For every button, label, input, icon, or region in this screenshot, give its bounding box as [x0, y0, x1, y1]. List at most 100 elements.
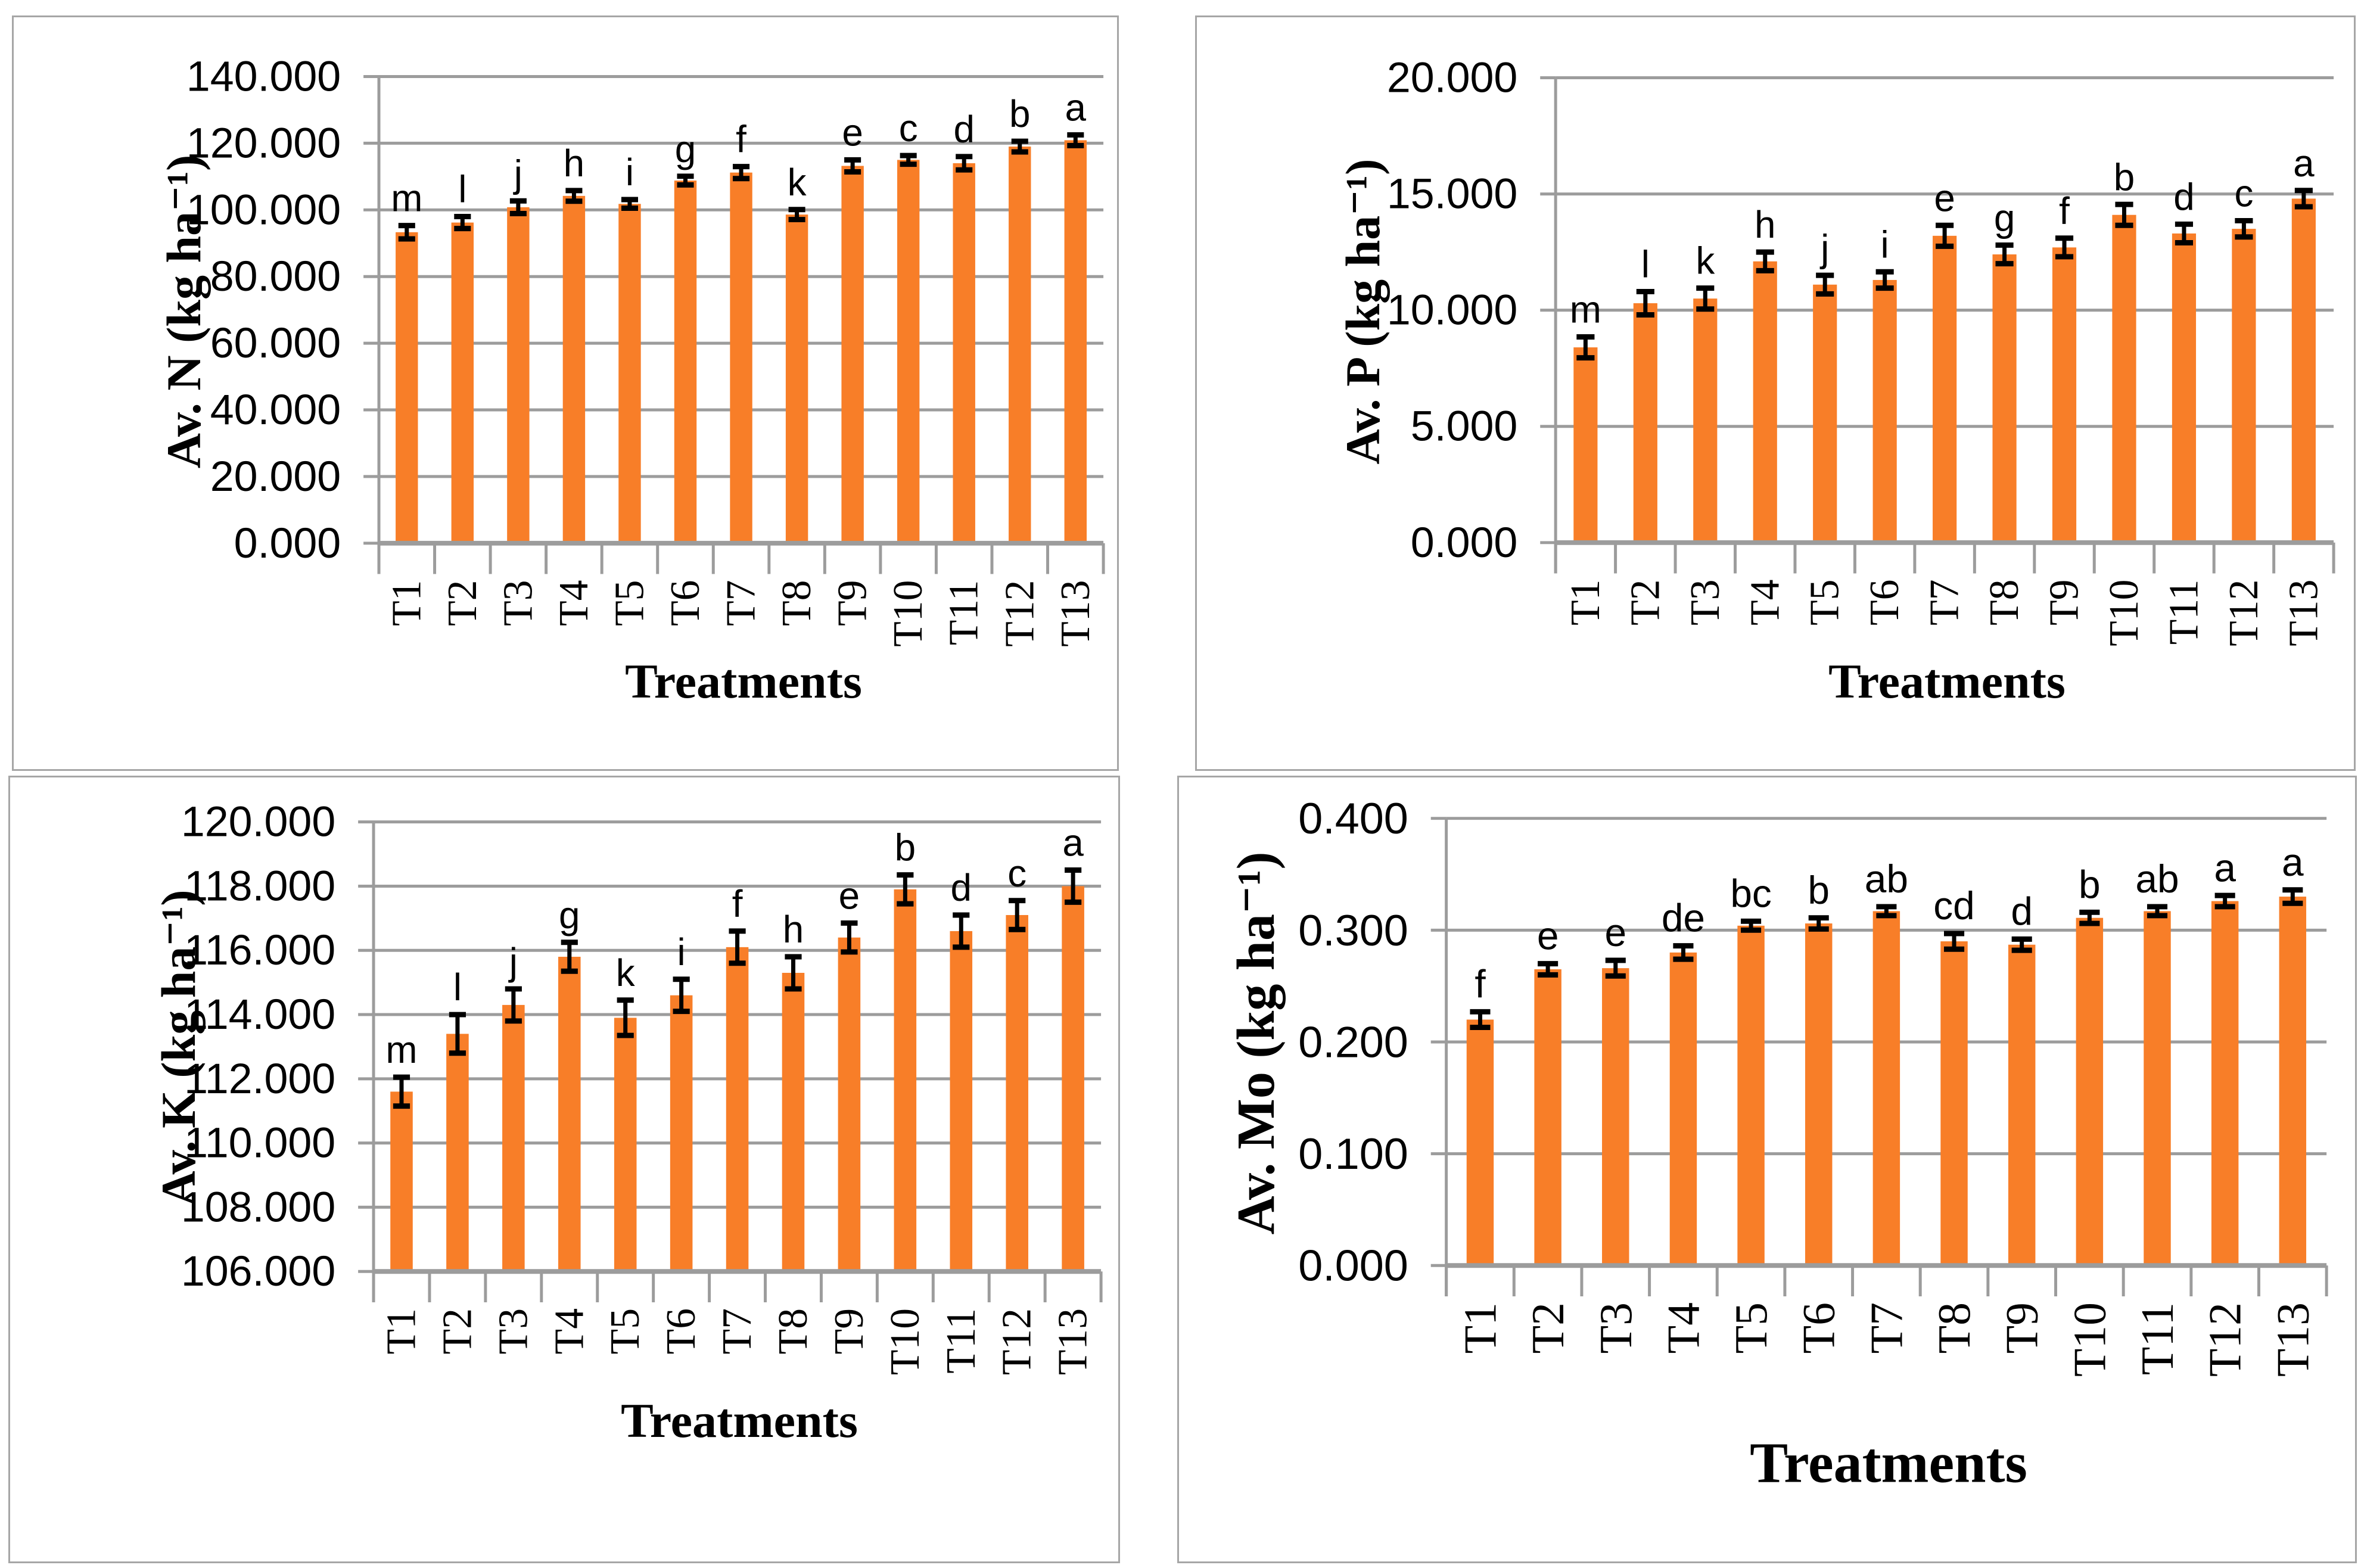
- x-tick-label: T13: [1053, 580, 1099, 647]
- y-tick-label: 20.000: [210, 453, 341, 500]
- bar-T7: [726, 947, 749, 1272]
- bar-T10: [894, 889, 917, 1272]
- sig-letter: de: [1662, 896, 1705, 940]
- bar-T6: [674, 181, 697, 543]
- bar-T13: [2279, 897, 2307, 1266]
- bar-T7: [730, 172, 752, 543]
- sig-letter: e: [1537, 914, 1559, 958]
- bar-T11: [953, 163, 975, 543]
- y-tick-label: 80.000: [210, 253, 341, 300]
- y-axis-title: Av. Mo (kg ha⁻¹): [1227, 851, 1286, 1235]
- x-tick-label: T7: [1861, 1302, 1912, 1354]
- sig-letter: b: [895, 826, 916, 869]
- x-tick-label: T11: [941, 580, 987, 646]
- y-tick-label: 120.000: [181, 798, 335, 846]
- x-tick-label: T13: [1050, 1308, 1096, 1375]
- bar-T11: [950, 931, 973, 1272]
- x-tick-label: T4: [551, 580, 597, 626]
- bar-T1: [1573, 347, 1598, 543]
- bar-T8: [785, 214, 808, 543]
- x-tick-label: T11: [938, 1308, 984, 1374]
- sig-letter: j: [508, 940, 518, 983]
- bar-T1: [1466, 1019, 1494, 1266]
- sig-letter: e: [1604, 910, 1626, 954]
- bar-T13: [2291, 198, 2316, 543]
- bar-T3: [507, 207, 530, 543]
- bar-T8: [782, 972, 805, 1272]
- x-tick-label: T4: [546, 1308, 592, 1354]
- x-tick-label: T13: [2267, 1302, 2318, 1377]
- bar-T7: [1933, 235, 1957, 543]
- bar-T9: [838, 937, 861, 1272]
- x-tick-label: T2: [434, 1308, 480, 1354]
- x-tick-label: T5: [602, 1308, 648, 1354]
- sig-letter: a: [2282, 840, 2304, 884]
- sig-letter: c: [2234, 172, 2253, 215]
- bar-T6: [670, 995, 693, 1272]
- x-tick-label: T7: [714, 1308, 760, 1354]
- bar-T9: [2008, 944, 2036, 1266]
- x-tick-label: T11: [2132, 1302, 2183, 1375]
- sig-letter: h: [564, 142, 584, 185]
- sig-letter: g: [559, 894, 580, 937]
- sig-letter: i: [1881, 223, 1889, 266]
- y-tick-label: 100.000: [186, 186, 341, 234]
- x-tick-label: T10: [882, 1308, 928, 1375]
- sig-letter: f: [1475, 962, 1486, 1006]
- x-tick-label: T3: [495, 580, 541, 626]
- bar-T10: [2076, 917, 2104, 1266]
- y-tick-label: 0.300: [1298, 906, 1408, 955]
- bar-T5: [1813, 284, 1837, 543]
- bar-T12: [1009, 147, 1031, 543]
- sig-letter: a: [1062, 822, 1084, 864]
- bar-T4: [562, 195, 586, 543]
- x-tick-label: T6: [662, 580, 708, 626]
- bar-T12: [2211, 901, 2239, 1266]
- sig-letter: f: [2059, 189, 2070, 232]
- x-tick-label: T12: [994, 1308, 1040, 1375]
- y-tick-label: 10.000: [1387, 287, 1517, 334]
- y-tick-label: 40.000: [210, 386, 341, 434]
- x-tick-label: T10: [2101, 580, 2147, 646]
- x-axis-title: Treatments: [621, 1393, 858, 1448]
- x-tick-label: T9: [826, 1308, 872, 1354]
- y-tick-label: 116.000: [184, 926, 335, 974]
- bar-T2: [1633, 303, 1657, 543]
- x-tick-label: T6: [1793, 1302, 1844, 1354]
- sig-letter: m: [391, 177, 422, 220]
- x-tick-label: T8: [770, 1308, 816, 1354]
- sig-letter: g: [675, 127, 696, 170]
- sig-letter: b: [2114, 155, 2135, 198]
- y-tick-label: 0.400: [1298, 794, 1408, 843]
- x-axis-title: Treatments: [1750, 1430, 2027, 1495]
- x-tick-label: T13: [2281, 580, 2326, 646]
- x-tick-label: T9: [830, 580, 876, 626]
- y-tick-label: 0.200: [1298, 1018, 1408, 1067]
- y-tick-label: 0.000: [1411, 519, 1518, 567]
- sig-letter: b: [2079, 862, 2101, 906]
- sig-letter: d: [953, 108, 974, 151]
- sig-letter: d: [951, 866, 972, 909]
- bar-T1: [396, 232, 418, 543]
- x-tick-label: T5: [606, 580, 652, 626]
- y-tick-label: 0.000: [1298, 1241, 1408, 1290]
- sig-letter: k: [1696, 239, 1715, 282]
- bar-T10: [897, 160, 920, 543]
- x-tick-label: T11: [2161, 580, 2207, 645]
- bar-chart-av-k: 106.000 108.000 110.000 112.000 114.000 116.0…: [181, 798, 1103, 1375]
- bar-T9: [841, 166, 864, 543]
- y-tick-label: 112.000: [184, 1055, 335, 1103]
- bar-chart-av-p: 0.000 5.000 10.000 15.000 20.000 m T1 l T2 k T3 h T4…: [1387, 54, 2335, 646]
- bar-T11: [2144, 911, 2171, 1266]
- sig-letter: l: [453, 966, 462, 1009]
- x-tick-label: T1: [384, 580, 430, 626]
- bar-T6: [1872, 279, 1897, 543]
- x-tick-label: T1: [1454, 1302, 1505, 1354]
- chart-panel-av-p: 0.000 5.000 10.000 15.000 20.000 m T1 l T2 k T3 h T4…: [1195, 15, 2356, 771]
- y-axis-title: Av. K (kg ha⁻¹): [151, 889, 206, 1206]
- bar-T12: [2232, 229, 2256, 543]
- x-tick-label: T4: [1657, 1302, 1709, 1354]
- bar-T5: [618, 204, 641, 543]
- bar-T2: [446, 1034, 469, 1272]
- sig-letter: bc: [1730, 871, 1772, 915]
